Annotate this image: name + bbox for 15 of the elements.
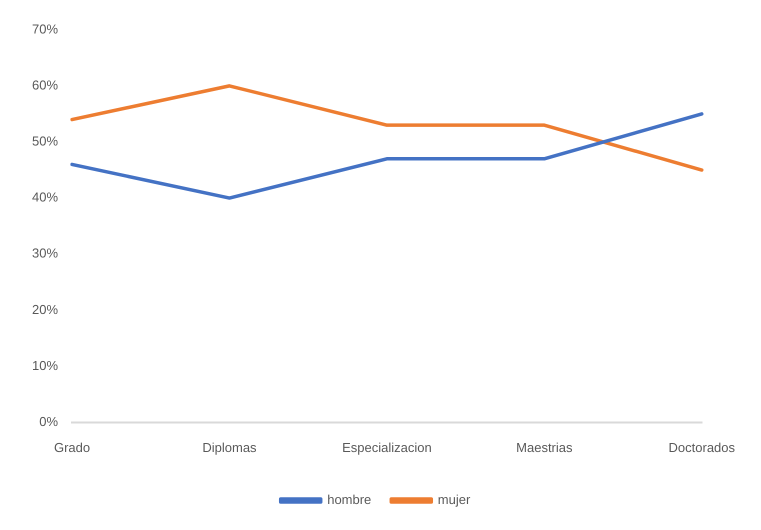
y-tick-label: 20%: [32, 302, 58, 317]
y-tick-label: 70%: [32, 21, 58, 36]
x-tick-label: Grado: [54, 440, 90, 455]
y-tick-label: 0%: [39, 414, 58, 429]
x-tick-label: Diplomas: [202, 440, 258, 455]
y-tick-label: 30%: [32, 246, 58, 261]
x-tick-label: Doctorados: [668, 440, 736, 455]
y-tick-label: 50%: [32, 134, 58, 149]
x-tick-label: Especializacion: [342, 440, 432, 455]
y-tick-label: 10%: [32, 358, 58, 373]
x-tick-label: Maestrias: [516, 440, 573, 455]
y-tick-label: 40%: [32, 190, 58, 205]
y-tick-label: 60%: [32, 77, 58, 92]
legend-label: hombre: [327, 492, 372, 508]
legend-label: mujer: [438, 492, 471, 508]
